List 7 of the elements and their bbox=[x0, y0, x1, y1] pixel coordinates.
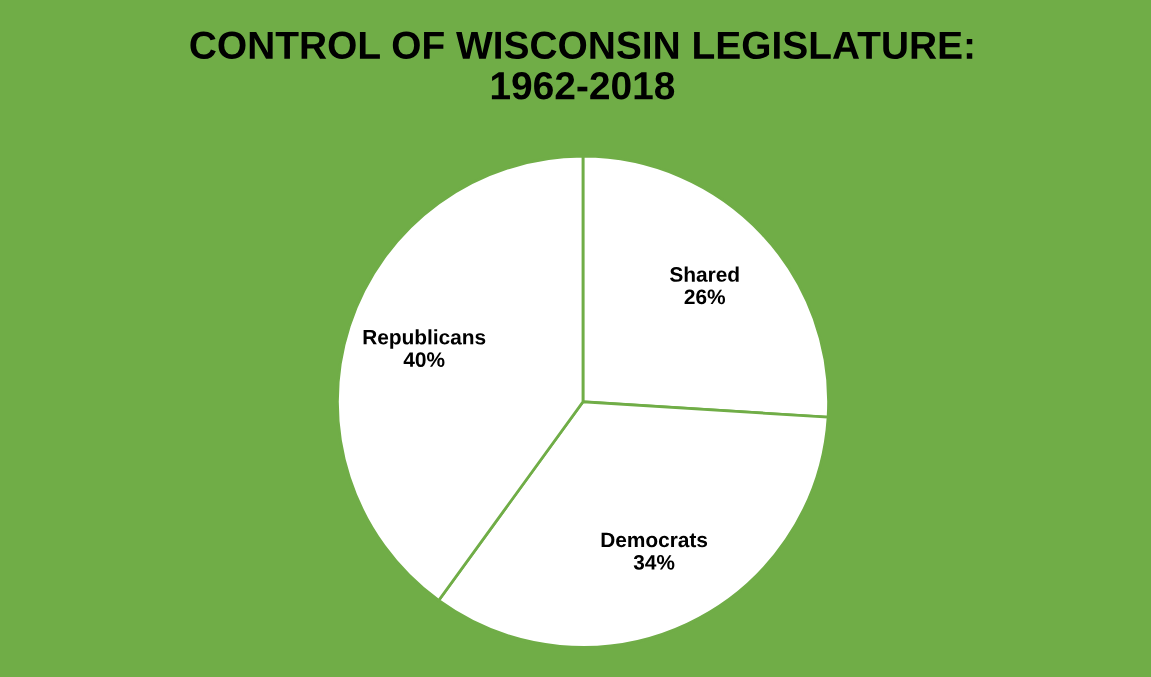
data-label: 40% bbox=[403, 352, 445, 368]
slice-label: Shared bbox=[670, 266, 739, 282]
chart-title: CONTROL OF WISCONSIN LEGISLATURE: 1962-2018 bbox=[190, 31, 973, 100]
slice-label: Republicans bbox=[363, 329, 486, 349]
data-label: 34% bbox=[633, 554, 675, 570]
data-label: 26% bbox=[684, 289, 726, 305]
slice-label: Democrats bbox=[601, 532, 708, 548]
